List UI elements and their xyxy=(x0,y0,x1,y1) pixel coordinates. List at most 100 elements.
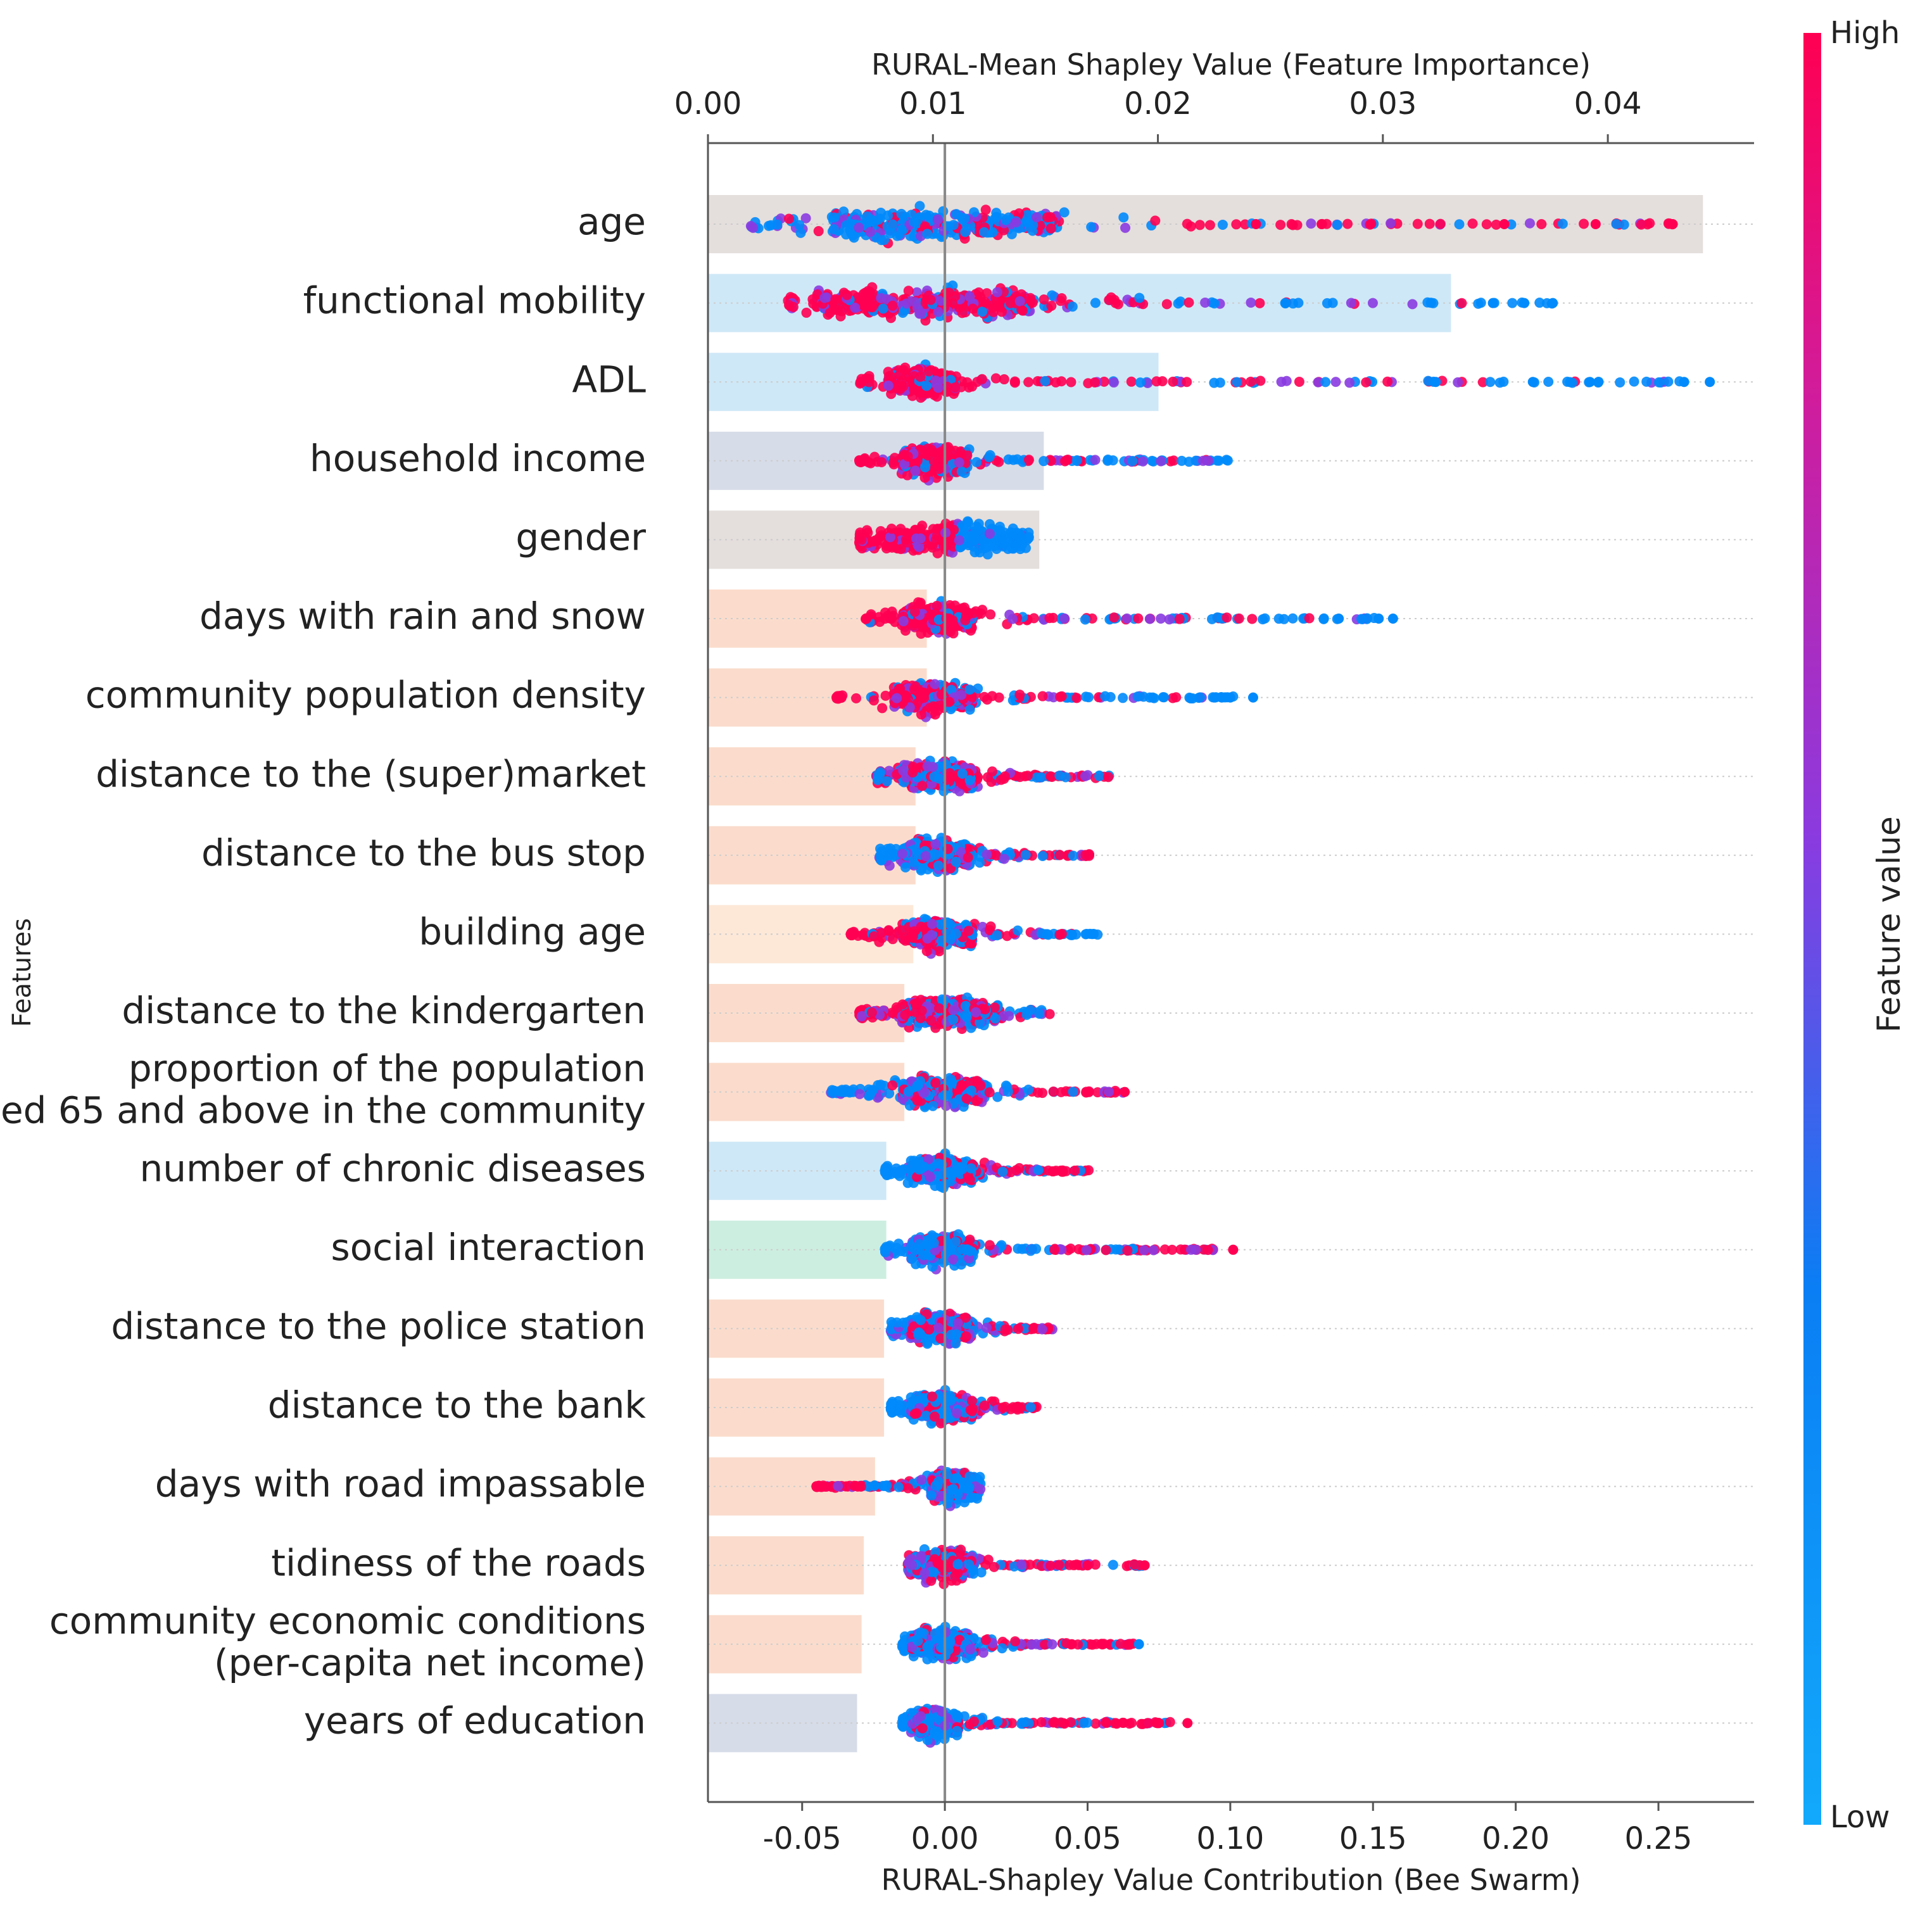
swarm-point xyxy=(895,524,906,534)
importance-bar xyxy=(708,1142,886,1199)
swarm-point xyxy=(921,851,931,861)
swarm-point xyxy=(1068,1087,1078,1097)
swarm-point xyxy=(1150,216,1160,226)
swarm-point xyxy=(1171,692,1181,702)
swarm-point xyxy=(963,852,973,862)
swarm-point xyxy=(842,290,852,300)
swarm-point xyxy=(1231,219,1241,229)
outlier-point-low xyxy=(1388,614,1398,624)
swarm-point xyxy=(854,455,864,465)
swarm-point xyxy=(1361,377,1371,387)
swarm-point xyxy=(951,857,961,867)
swarm-point xyxy=(1177,456,1187,466)
swarm-point xyxy=(1128,456,1138,466)
swarm-point xyxy=(971,1007,981,1018)
swarm-point xyxy=(1203,456,1213,466)
swarm-point xyxy=(1086,222,1096,232)
outlier-point-low xyxy=(1488,298,1498,308)
swarm-point xyxy=(1175,614,1185,624)
swarm-point xyxy=(965,705,975,715)
swarm-point xyxy=(1156,456,1166,466)
swarm-point xyxy=(1567,378,1577,388)
swarm-point xyxy=(1156,614,1166,624)
swarm-point xyxy=(1208,692,1218,702)
swarm-point xyxy=(980,1004,990,1014)
swarm-point xyxy=(1615,377,1625,387)
swarm-point xyxy=(867,282,877,293)
swarm-point xyxy=(968,608,978,618)
swarm-point xyxy=(999,854,1009,864)
outlier-point-low xyxy=(1225,693,1235,703)
swarm-point xyxy=(884,926,894,936)
swarm-point xyxy=(1159,692,1169,702)
swarm-point xyxy=(909,384,919,394)
swarm-point xyxy=(1023,377,1033,387)
outlier-point-low xyxy=(1430,377,1441,387)
swarm-point xyxy=(960,227,970,237)
swarm-point xyxy=(1629,377,1639,387)
swarm-point xyxy=(1212,455,1222,465)
swarm-point xyxy=(1408,299,1418,309)
swarm-point xyxy=(1045,1009,1055,1019)
swarm-point xyxy=(1057,293,1067,303)
swarm-point xyxy=(1579,218,1589,229)
swarm-point xyxy=(950,291,960,301)
swarm-point xyxy=(1060,456,1070,466)
swarm-point xyxy=(1015,772,1025,782)
swarm-point xyxy=(1122,614,1132,624)
swarm-point xyxy=(1010,376,1020,386)
outlier-point-low xyxy=(1334,614,1344,624)
swarm-point xyxy=(1184,298,1194,308)
swarm-point xyxy=(876,457,887,467)
swarm-point xyxy=(876,855,887,866)
swarm-point xyxy=(886,313,896,323)
swarm-point xyxy=(1611,219,1621,229)
swarm-point xyxy=(961,1001,971,1011)
swarm-point xyxy=(964,684,975,695)
swarm-point xyxy=(1482,219,1492,229)
swarm-point xyxy=(1536,219,1546,229)
swarm-point xyxy=(854,223,864,233)
swarm-point xyxy=(986,921,996,931)
swarm-point xyxy=(892,693,902,703)
swarm-point xyxy=(903,451,913,462)
swarm-point xyxy=(1007,614,1018,624)
swarm-point xyxy=(1473,299,1483,309)
swarm-point xyxy=(1200,298,1210,308)
swarm-point xyxy=(1104,295,1114,305)
swarm-point xyxy=(1040,376,1050,386)
swarm-point xyxy=(869,695,879,705)
swarm-point xyxy=(784,214,794,224)
swarm-point xyxy=(1455,219,1465,229)
swarm-point xyxy=(1254,298,1265,308)
swarm-point xyxy=(1013,926,1023,936)
swarm-point xyxy=(1232,377,1242,387)
swarm-point xyxy=(888,301,898,311)
swarm-point xyxy=(1135,377,1146,387)
swarm-point xyxy=(1234,614,1244,624)
swarm-point xyxy=(929,456,939,466)
swarm-point xyxy=(1342,219,1353,229)
swarm-point xyxy=(1037,691,1047,702)
swarm-point xyxy=(930,850,940,860)
swarm-point xyxy=(916,534,926,544)
swarm-point xyxy=(1654,377,1664,387)
swarm-point xyxy=(1045,771,1056,781)
swarm-point xyxy=(868,536,878,546)
swarm-point xyxy=(1006,298,1016,308)
swarm-point xyxy=(1133,691,1143,702)
swarm-point xyxy=(883,210,893,220)
swarm-point xyxy=(966,938,976,948)
swarm-point xyxy=(801,308,811,318)
swarm-point xyxy=(1083,850,1094,860)
swarm-point xyxy=(887,543,897,553)
swarm-point xyxy=(1133,614,1143,624)
swarm-point xyxy=(901,299,911,309)
swarm-point xyxy=(1645,218,1655,229)
swarm-point xyxy=(1046,224,1056,234)
swarm-point xyxy=(995,533,1005,543)
swarm-point xyxy=(858,929,868,940)
swarm-point xyxy=(1495,377,1505,387)
swarm-point xyxy=(897,225,907,235)
